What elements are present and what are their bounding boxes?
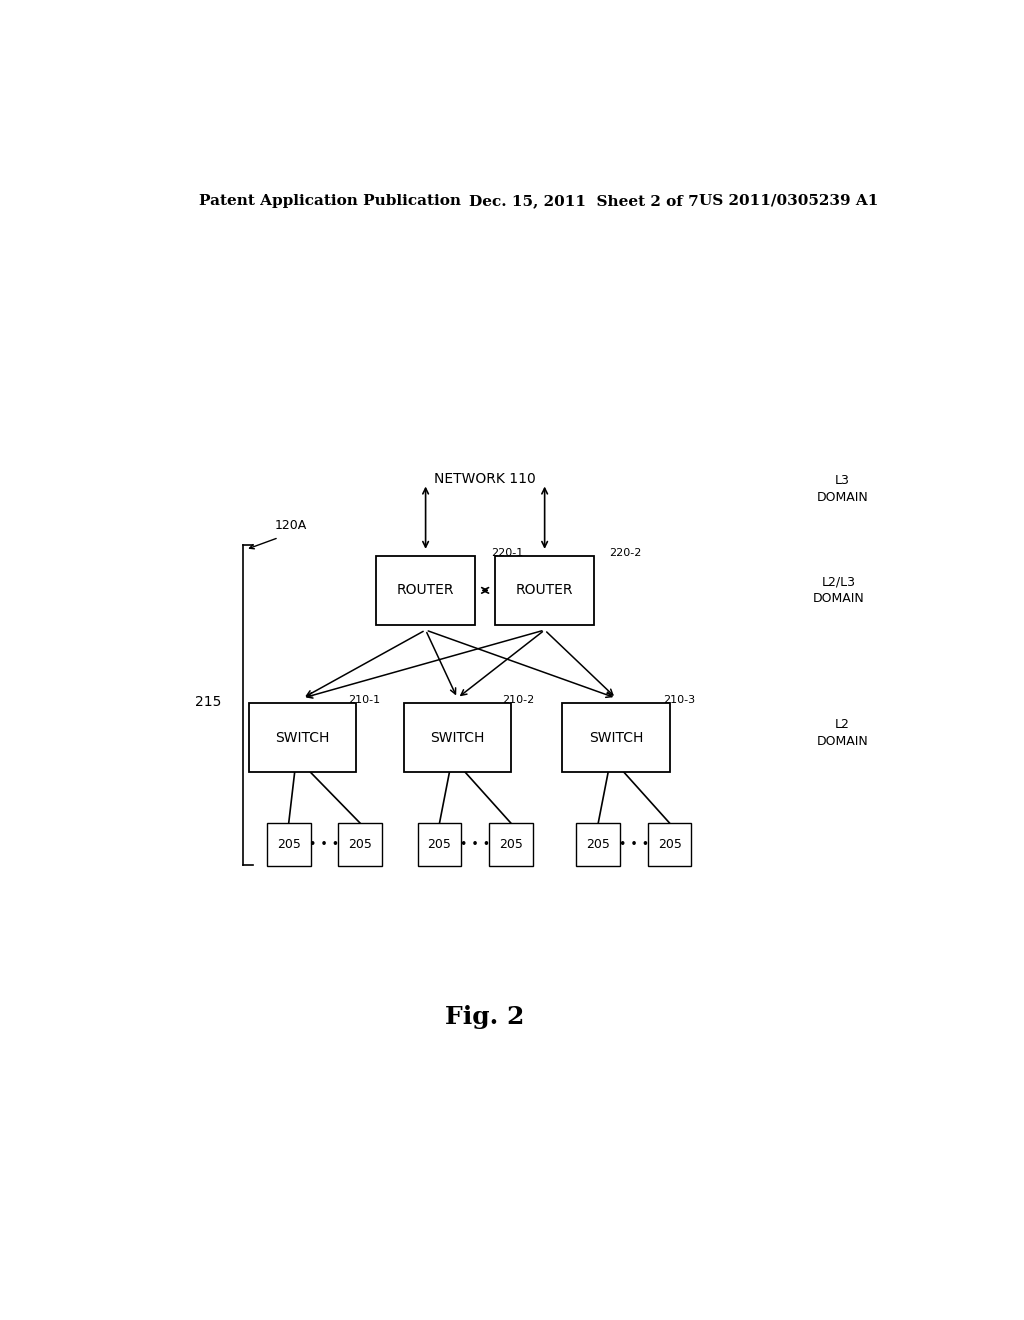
Text: SWITCH: SWITCH xyxy=(275,731,330,744)
Text: NETWORK 110: NETWORK 110 xyxy=(434,471,536,486)
Text: 120A: 120A xyxy=(274,519,307,532)
Text: US 2011/0305239 A1: US 2011/0305239 A1 xyxy=(699,194,879,209)
Text: 210-2: 210-2 xyxy=(503,696,535,705)
Bar xyxy=(338,824,382,866)
Text: L3
DOMAIN: L3 DOMAIN xyxy=(816,474,868,504)
Text: Patent Application Publication: Patent Application Publication xyxy=(200,194,462,209)
Text: 205: 205 xyxy=(499,838,523,851)
Text: SWITCH: SWITCH xyxy=(589,731,643,744)
Text: 205: 205 xyxy=(348,838,372,851)
Bar xyxy=(267,824,310,866)
Text: L2
DOMAIN: L2 DOMAIN xyxy=(816,718,868,747)
Text: L2/L3
DOMAIN: L2/L3 DOMAIN xyxy=(812,576,864,606)
Text: • • •: • • • xyxy=(618,838,649,851)
Text: 220-2: 220-2 xyxy=(609,548,641,558)
Bar xyxy=(489,824,532,866)
Text: 210-1: 210-1 xyxy=(348,696,381,705)
Text: 205: 205 xyxy=(428,838,452,851)
Text: 205: 205 xyxy=(587,838,610,851)
Bar xyxy=(648,824,691,866)
Text: ROUTER: ROUTER xyxy=(397,583,455,598)
Text: 210-3: 210-3 xyxy=(663,696,695,705)
Text: ROUTER: ROUTER xyxy=(516,583,573,598)
Bar xyxy=(418,824,461,866)
Text: Fig. 2: Fig. 2 xyxy=(445,1006,525,1030)
Bar xyxy=(403,704,511,772)
Bar xyxy=(249,704,356,772)
Text: 220-1: 220-1 xyxy=(490,548,523,558)
Text: • • •: • • • xyxy=(460,838,490,851)
Text: 205: 205 xyxy=(657,838,682,851)
Bar xyxy=(562,704,670,772)
Text: 215: 215 xyxy=(196,696,221,709)
Text: 205: 205 xyxy=(276,838,301,851)
Text: Dec. 15, 2011  Sheet 2 of 7: Dec. 15, 2011 Sheet 2 of 7 xyxy=(469,194,699,209)
Text: • • •: • • • xyxy=(309,838,340,851)
Bar xyxy=(495,556,594,624)
Bar xyxy=(577,824,621,866)
Bar xyxy=(376,556,475,624)
Text: SWITCH: SWITCH xyxy=(430,731,484,744)
